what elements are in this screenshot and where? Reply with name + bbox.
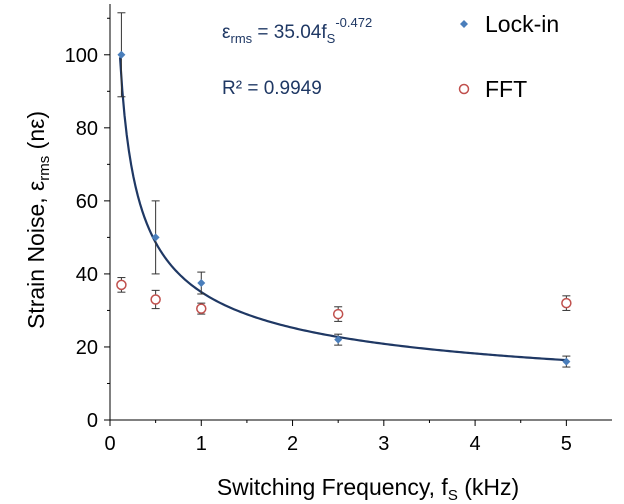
marks: [116, 12, 572, 368]
y-axis-title: Strain Noise, εrms (nε): [23, 111, 53, 329]
y-tick-label: 0: [87, 410, 98, 432]
equation-mid: = 35.04f: [252, 22, 327, 43]
lock-in-point: [562, 357, 571, 366]
lock-in-point: [197, 279, 206, 288]
y-axis-title-sub: rms: [36, 156, 53, 181]
legend-label-fft: FFT: [485, 76, 527, 102]
x-tick-label: 0: [104, 433, 115, 455]
y-axis-title-main: Strain Noise, ε: [23, 181, 49, 329]
equation-exponent: -0.472: [335, 15, 372, 30]
x-axis-title-sub: S: [448, 487, 458, 504]
x-axis-title-unit: (kHz): [458, 474, 519, 500]
power-fit-curve: [118, 57, 567, 362]
x-axis-title: Switching Frequency, fS (kHz): [217, 474, 519, 504]
equation-sub2: S: [327, 31, 336, 46]
equation-prefix: ε: [222, 22, 231, 43]
x-tick-label: 4: [470, 433, 481, 455]
y-tick-label: 40: [76, 264, 98, 286]
fft-point: [150, 294, 161, 305]
fit-layer: [118, 57, 567, 362]
fft-point: [561, 297, 572, 309]
x-tick-label: 3: [378, 433, 389, 455]
lock-in-point: [117, 50, 126, 59]
lock-in-point: [334, 335, 343, 344]
y-tick-label: 20: [76, 337, 98, 359]
y-axis-title-unit: (nε): [23, 111, 49, 156]
fit-equation: εrms = 35.04fS-0.472: [222, 15, 372, 46]
r-squared: R² = 0.9949: [222, 78, 322, 99]
x-tick-label: 2: [287, 433, 298, 455]
legend-label-lock-in: Lock-in: [485, 11, 559, 37]
axes: 0 20 40 60 80 100 0 1 2 3 4 5: [65, 4, 612, 455]
x-axis-title-main: Switching Frequency, f: [217, 474, 449, 500]
legend: Lock-in FFT: [458, 11, 559, 102]
fft-point: [116, 279, 127, 291]
y-tick-label: 80: [76, 118, 98, 140]
lock-in-point: [151, 233, 160, 242]
equation-sub: rms: [230, 31, 252, 46]
legend-marker-fft: [458, 83, 470, 95]
fft-point: [332, 308, 344, 320]
y-tick-label: 60: [76, 191, 98, 213]
y-tick-label: 100: [65, 45, 98, 67]
x-tick-label: 1: [196, 433, 207, 455]
x-tick-label: 5: [561, 433, 572, 455]
legend-marker-lock-in: [460, 20, 468, 28]
fft-point: [196, 303, 207, 314]
